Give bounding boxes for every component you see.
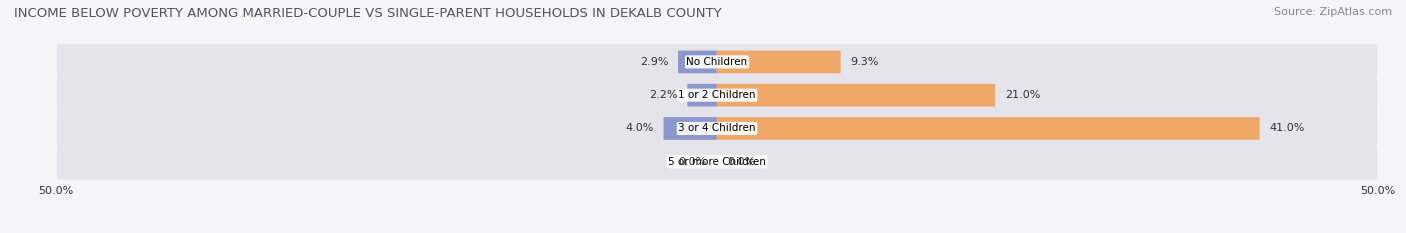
FancyBboxPatch shape [56, 110, 1378, 147]
Text: 9.3%: 9.3% [851, 57, 879, 67]
Text: No Children: No Children [686, 57, 748, 67]
Text: 0.0%: 0.0% [678, 157, 706, 167]
FancyBboxPatch shape [56, 77, 1378, 113]
FancyBboxPatch shape [717, 84, 995, 106]
Text: 3 or 4 Children: 3 or 4 Children [678, 123, 756, 134]
FancyBboxPatch shape [56, 144, 1378, 180]
FancyBboxPatch shape [678, 51, 717, 73]
Text: Source: ZipAtlas.com: Source: ZipAtlas.com [1274, 7, 1392, 17]
Text: 1 or 2 Children: 1 or 2 Children [678, 90, 756, 100]
Text: 21.0%: 21.0% [1005, 90, 1040, 100]
FancyBboxPatch shape [717, 117, 1260, 140]
FancyBboxPatch shape [664, 117, 717, 140]
FancyBboxPatch shape [688, 84, 717, 106]
Text: 5 or more Children: 5 or more Children [668, 157, 766, 167]
FancyBboxPatch shape [717, 51, 841, 73]
Text: 4.0%: 4.0% [626, 123, 654, 134]
Text: 2.2%: 2.2% [650, 90, 678, 100]
Text: 2.9%: 2.9% [640, 57, 668, 67]
Text: INCOME BELOW POVERTY AMONG MARRIED-COUPLE VS SINGLE-PARENT HOUSEHOLDS IN DEKALB : INCOME BELOW POVERTY AMONG MARRIED-COUPL… [14, 7, 721, 20]
Text: 41.0%: 41.0% [1270, 123, 1305, 134]
Text: 0.0%: 0.0% [728, 157, 756, 167]
FancyBboxPatch shape [56, 44, 1378, 80]
